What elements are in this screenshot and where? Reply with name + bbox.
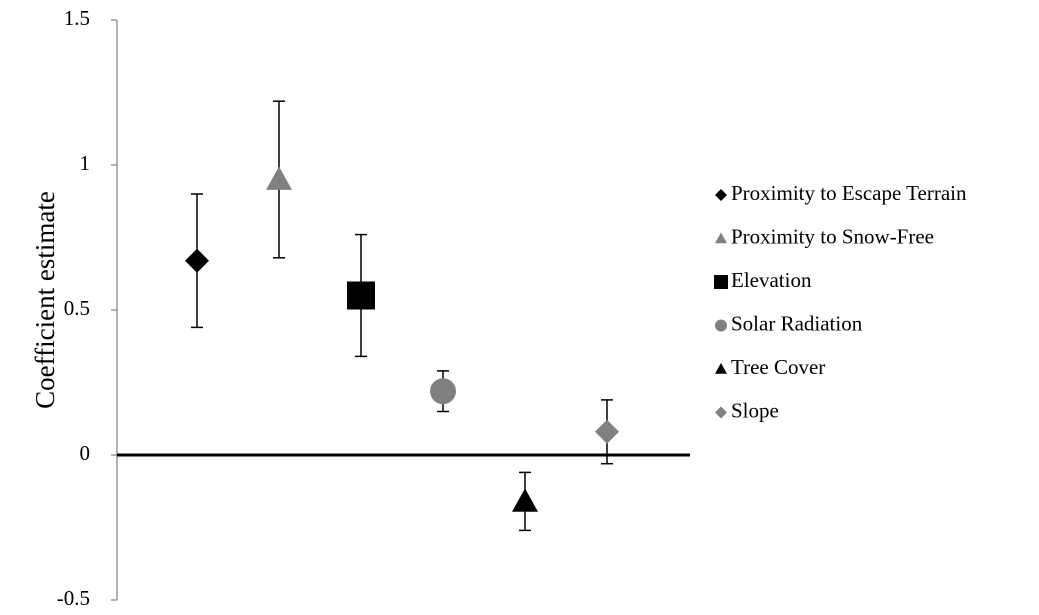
y-tick-label: -0.5 — [57, 586, 90, 610]
data-point — [185, 248, 209, 273]
y-ticks: 1.5 1 0.5 0 -0.5 — [57, 6, 117, 610]
data-point — [595, 419, 619, 444]
data-point — [266, 166, 292, 190]
y-tick-label: 0 — [80, 441, 91, 465]
data-point — [347, 281, 375, 310]
legend-label: Proximity to Snow-Free — [731, 224, 934, 248]
legend-label: Tree Cover — [731, 355, 825, 379]
legend-marker — [714, 275, 728, 289]
legend-label: Proximity to Escape Terrain — [731, 181, 967, 205]
legend-marker — [715, 406, 727, 419]
legend-label: Solar Radiation — [731, 311, 863, 335]
y-axis-label: Coefficient estimate — [30, 191, 60, 409]
y-tick-label: 1.5 — [64, 6, 90, 30]
data-points — [185, 166, 619, 512]
legend-marker — [715, 319, 727, 332]
y-tick-label: 1 — [80, 151, 91, 175]
data-point — [430, 378, 456, 405]
legend-label: Slope — [731, 398, 779, 422]
data-point — [512, 488, 538, 512]
y-tick-label: 0.5 — [64, 296, 90, 320]
legend-label: Elevation — [731, 268, 812, 292]
legend-marker — [715, 232, 727, 244]
legend-marker — [715, 189, 727, 201]
legend-marker — [715, 363, 727, 374]
error-bars — [191, 100, 613, 532]
legend: Proximity to Escape Terrain Proximity to … — [714, 181, 967, 422]
